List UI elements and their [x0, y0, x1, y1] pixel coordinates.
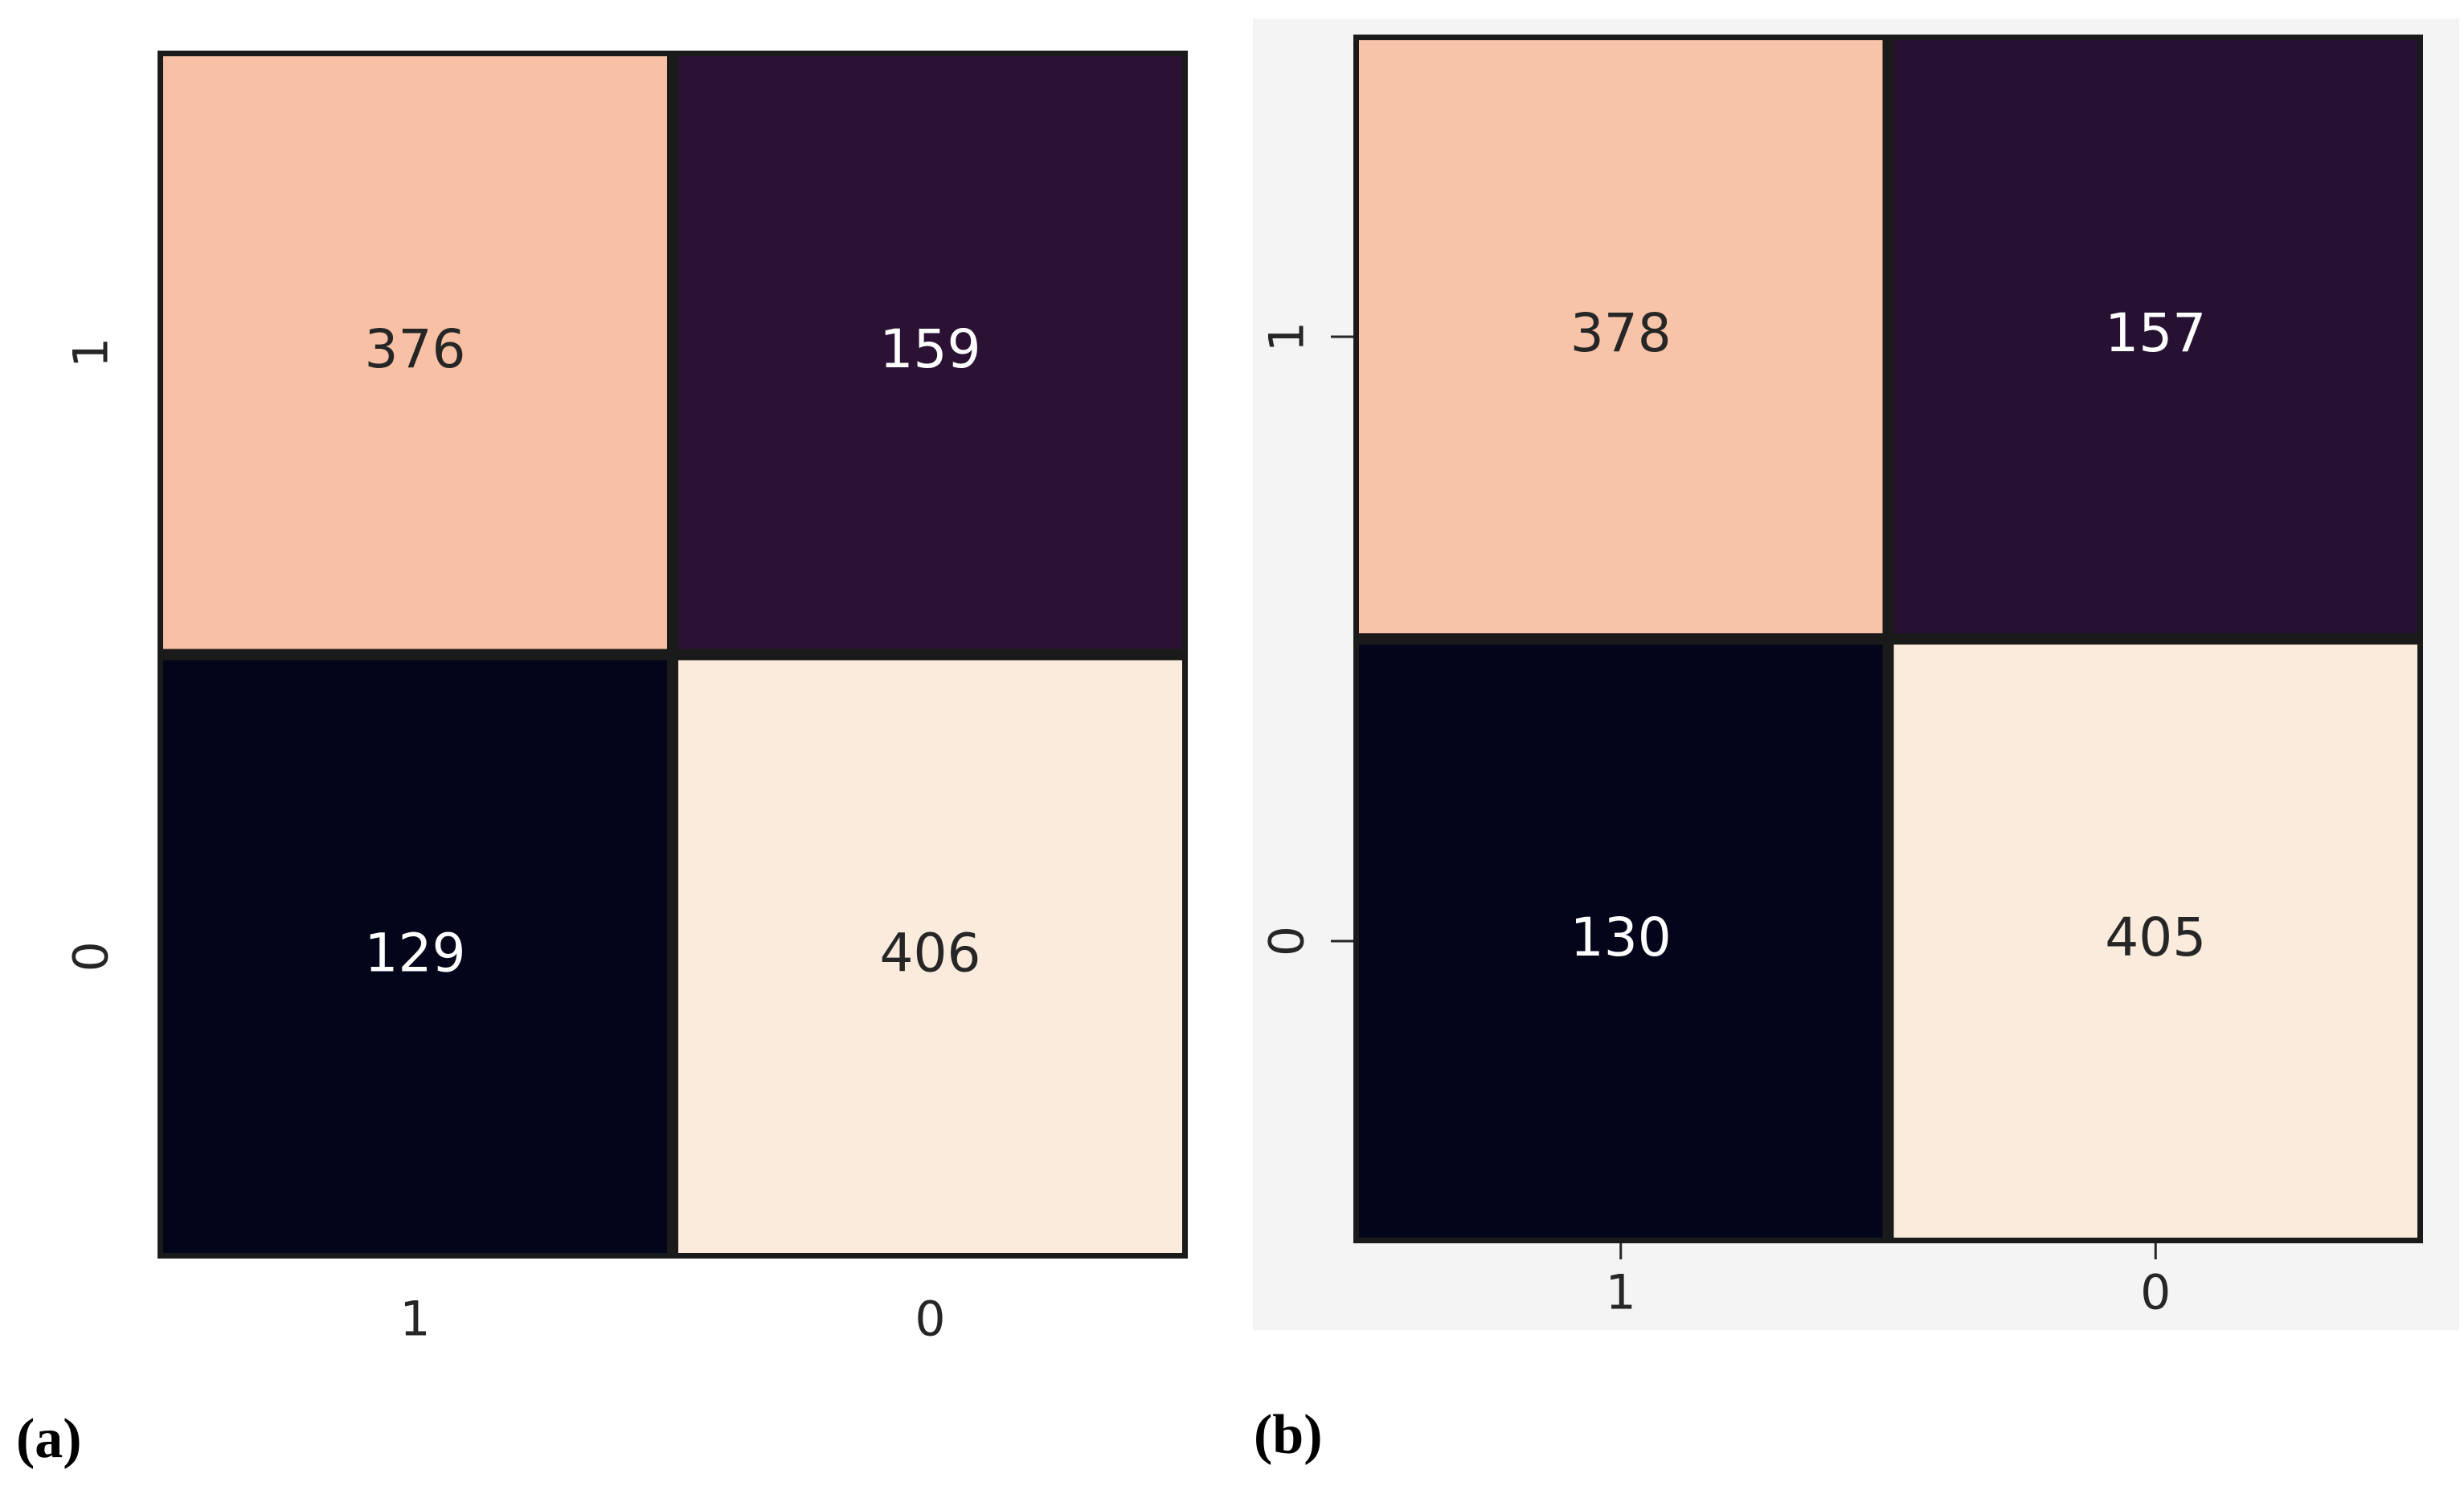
subfigure-caption: (b) [1254, 1404, 1323, 1466]
x-tick-label: 0 [2140, 1265, 2171, 1321]
y-tick-label: 0 [1259, 926, 1316, 956]
heatmap-cell [1359, 645, 1883, 1238]
heatmap-cell [678, 56, 1182, 649]
cell-label: 130 [1570, 907, 1672, 968]
x-tick-label: 1 [399, 1291, 430, 1348]
heatmap-cell [163, 56, 667, 649]
y-tick-label: 1 [1259, 321, 1316, 352]
y-tick-label: 1 [63, 338, 120, 368]
subfigure-caption: (a) [16, 1408, 82, 1470]
x-tick-label: 1 [1606, 1265, 1636, 1321]
x-tick-label: 0 [915, 1291, 945, 1348]
cell-label: 376 [365, 318, 466, 380]
heatmap-cell [678, 660, 1182, 1253]
cell-label: 129 [365, 922, 466, 984]
heatmap-cell [1893, 645, 2417, 1238]
cell-label: 159 [880, 318, 981, 380]
cell-label: 157 [2105, 302, 2206, 364]
heatmap-cell [163, 660, 667, 1253]
cell-label: 378 [1570, 302, 1672, 364]
heatmap-cell [1359, 40, 1883, 633]
cell-label: 405 [2105, 907, 2206, 968]
cell-label: 406 [880, 922, 981, 984]
heatmap-cell [1893, 40, 2417, 633]
y-tick-label: 0 [63, 941, 120, 972]
